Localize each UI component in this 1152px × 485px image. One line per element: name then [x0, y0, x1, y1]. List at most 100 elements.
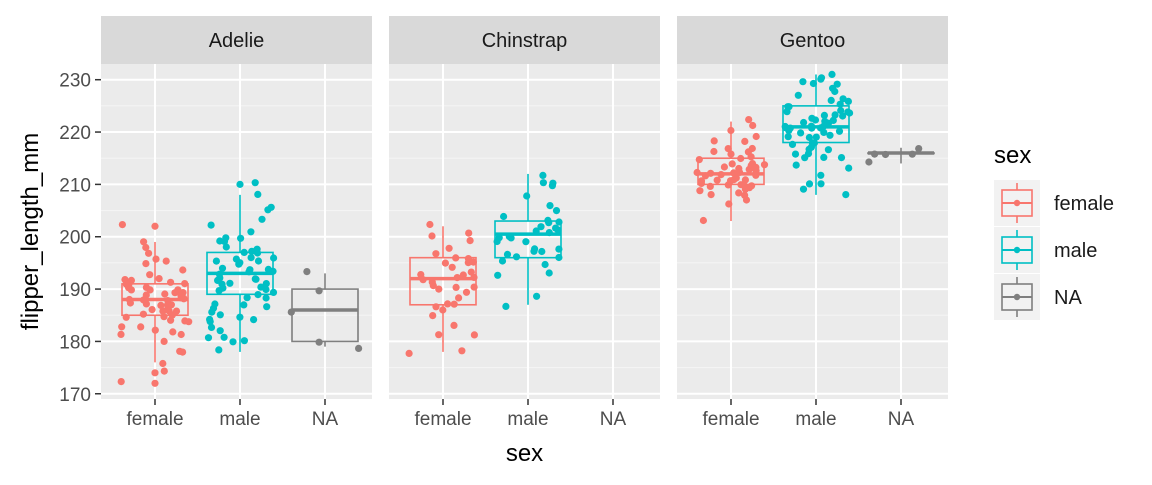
data-point — [696, 187, 704, 195]
data-point — [735, 164, 743, 173]
data-point — [817, 171, 825, 179]
data-point — [152, 255, 160, 263]
data-point — [748, 182, 756, 190]
data-point — [783, 108, 791, 116]
x-tick-label: NA — [888, 409, 915, 430]
data-point — [552, 207, 561, 215]
data-point — [148, 306, 156, 314]
data-point — [237, 234, 245, 242]
data-point — [831, 111, 839, 119]
data-point — [246, 266, 254, 274]
box-iqr — [409, 256, 477, 306]
data-point — [839, 95, 847, 103]
data-point — [466, 237, 474, 245]
data-point — [533, 292, 541, 300]
data-point — [845, 164, 853, 172]
data-point — [417, 271, 425, 279]
data-point — [537, 223, 545, 231]
data-point — [455, 294, 463, 302]
data-point — [125, 280, 133, 288]
legend-label: male — [1054, 240, 1097, 262]
data-point — [206, 318, 214, 326]
data-point — [405, 349, 413, 357]
data-point — [207, 221, 215, 229]
legend-key-point — [1013, 293, 1021, 301]
data-point — [791, 150, 800, 158]
data-point — [251, 275, 259, 283]
data-point — [727, 126, 735, 135]
y-axis-title: flipper_length_mm — [17, 133, 44, 330]
data-point — [287, 308, 295, 316]
data-point — [554, 226, 562, 234]
data-point — [117, 330, 125, 338]
data-point — [459, 271, 467, 279]
panel-background — [677, 64, 948, 399]
data-point — [741, 176, 750, 184]
data-point — [303, 268, 311, 276]
data-point — [470, 331, 478, 339]
data-point — [428, 278, 436, 286]
data-point — [820, 153, 828, 161]
data-point — [270, 254, 278, 262]
box-outlier — [151, 369, 159, 377]
data-point — [448, 263, 456, 271]
data-point — [539, 179, 548, 187]
data-point — [118, 221, 126, 229]
data-point — [155, 275, 163, 283]
data-point — [555, 245, 563, 253]
data-point — [555, 253, 563, 262]
facet-strip-adelie — [101, 16, 372, 64]
data-point — [908, 150, 916, 158]
data-point — [707, 191, 715, 199]
data-point — [915, 145, 923, 153]
x-tick-label: female — [126, 409, 183, 430]
data-point — [232, 255, 240, 263]
x-tick-label: female — [414, 409, 471, 430]
data-point — [695, 156, 703, 164]
data-point — [258, 215, 266, 223]
data-point — [467, 268, 475, 276]
data-point — [251, 179, 259, 187]
data-point — [214, 276, 222, 284]
data-point — [725, 200, 733, 208]
data-point — [846, 109, 854, 117]
data-point — [799, 185, 808, 193]
data-point — [445, 244, 453, 252]
x-tick-label: female — [702, 409, 759, 430]
data-point — [139, 310, 147, 318]
data-point — [541, 260, 549, 269]
data-point — [435, 331, 443, 339]
x-tick-label: male — [795, 409, 836, 430]
data-point — [797, 129, 805, 137]
data-point — [507, 234, 515, 242]
data-point — [720, 163, 729, 171]
data-point — [146, 271, 154, 279]
data-point — [211, 300, 219, 308]
data-point — [717, 171, 725, 179]
data-point — [826, 131, 834, 139]
data-point — [741, 137, 749, 145]
data-point — [117, 378, 125, 386]
y-tick-label: 180 — [59, 332, 91, 353]
data-point — [701, 172, 710, 180]
data-point — [247, 254, 255, 262]
data-point — [741, 191, 749, 199]
data-point — [177, 291, 185, 299]
data-point — [267, 203, 275, 211]
data-point — [824, 146, 833, 154]
data-point — [464, 255, 472, 263]
data-point — [139, 296, 148, 304]
data-point — [240, 301, 248, 309]
x-tick-label: male — [507, 409, 548, 430]
data-point — [724, 181, 732, 189]
facet-label: Adelie — [209, 30, 265, 52]
data-point — [315, 338, 323, 346]
box-outlier — [236, 180, 244, 188]
data-point — [159, 307, 167, 315]
data-point — [745, 116, 753, 124]
data-point — [800, 118, 808, 127]
data-point — [142, 260, 150, 268]
data-point — [805, 133, 814, 142]
data-point — [871, 150, 879, 158]
